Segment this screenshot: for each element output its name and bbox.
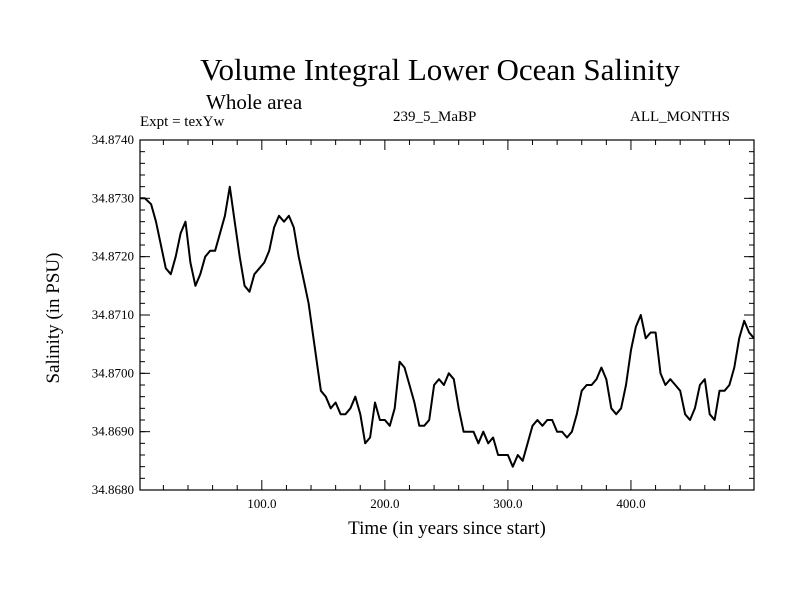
x-tick-label: 200.0: [370, 496, 399, 511]
y-tick-label: 34.8730: [92, 190, 134, 205]
run-label: 239_5_MaBP: [393, 109, 477, 125]
y-tick-label: 34.8740: [92, 132, 134, 147]
axis-ticks: [140, 139, 754, 491]
y-tick-label: 34.8680: [92, 482, 134, 497]
chart-title: Volume Integral Lower Ocean Salinity: [200, 52, 680, 87]
plot-frame: [139, 139, 755, 491]
months-label: ALL_MONTHS: [630, 109, 730, 125]
x-tick-label: 100.0: [247, 496, 276, 511]
y-tick-label: 34.8710: [92, 307, 134, 322]
x-tick-label: 400.0: [616, 496, 645, 511]
y-tick-label: 34.8720: [92, 249, 134, 264]
x-tick-label: 300.0: [493, 496, 522, 511]
axis-tick-labels: 34.8680 34.8690 34.8700 34.8710 34.8720 34.87…: [92, 132, 646, 511]
y-tick-label: 34.8690: [92, 424, 134, 439]
x-axis-label: Time (in years since start): [348, 518, 546, 539]
salinity-series-line: [140, 185, 755, 468]
y-tick-label: 34.8700: [92, 365, 134, 380]
experiment-label: Expt = texYw: [140, 114, 225, 130]
chart-subtitle: Whole area: [206, 90, 303, 114]
